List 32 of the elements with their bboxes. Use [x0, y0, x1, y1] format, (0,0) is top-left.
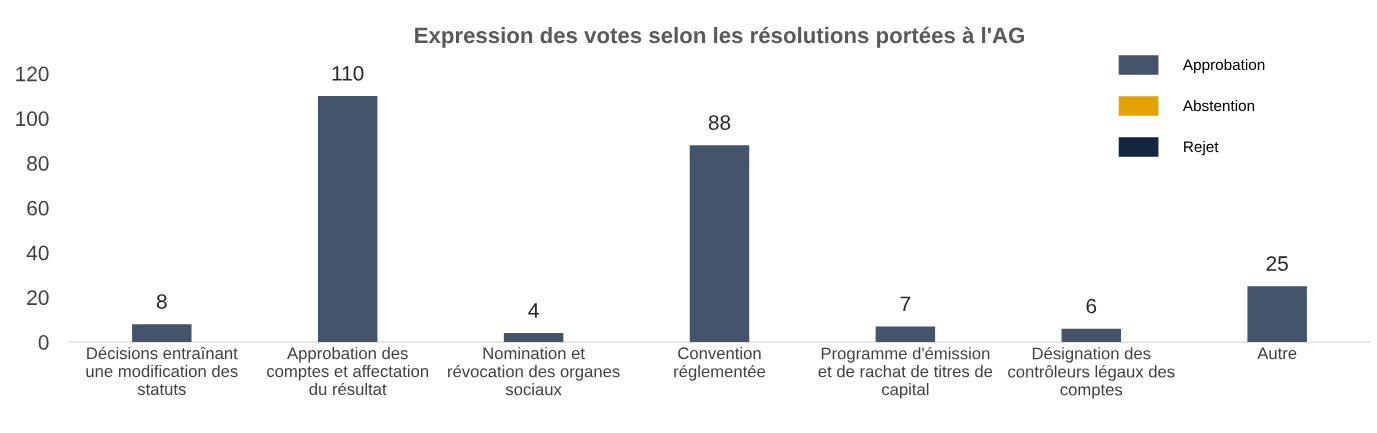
bar	[1247, 286, 1307, 343]
bar	[689, 145, 750, 343]
data-label: 88	[708, 115, 731, 130]
legend-label: Abstention	[1182, 99, 1255, 112]
bar	[875, 326, 936, 343]
chart-title: Expression des votes selon les résolutions portées à l'AG	[415, 26, 1024, 48]
x-tick-label: Programme d'émission et de rachat de titres de capital	[818, 346, 993, 399]
x-tick-label: Convention réglementée	[674, 346, 766, 381]
bar	[1061, 328, 1122, 343]
data-label: 6	[1086, 298, 1097, 314]
y-tick-label: 60	[27, 200, 49, 216]
y-tick-label: 20	[27, 290, 49, 306]
data-label: 8	[156, 294, 167, 309]
y-tick-label: 100	[16, 111, 49, 127]
data-label: 25	[1266, 256, 1288, 271]
bar	[317, 95, 378, 343]
data-label: 4	[528, 303, 539, 318]
data-label: 110	[332, 66, 364, 81]
y-tick-label: 120	[16, 66, 49, 82]
y-tick-label: 0	[38, 335, 49, 350]
x-tick-label: Désignation des contrôleurs légaux des comptes	[1008, 346, 1175, 399]
bar	[503, 333, 564, 343]
x-tick-label: Nomination et révocation des organes sociaux	[448, 346, 620, 396]
bar	[132, 324, 192, 343]
y-tick-label: 40	[26, 245, 49, 261]
y-tick-label: 80	[27, 156, 49, 171]
x-tick-label: Approbation des comptes et affectation du résultat	[267, 346, 428, 396]
legend-label: Rejet	[1184, 140, 1219, 156]
x-tick-label: Autre	[1257, 347, 1297, 360]
x-tick-label: Décisions entraînant une modification des statuts	[86, 346, 238, 396]
legend-label: Approbation	[1182, 58, 1265, 74]
data-label: 7	[900, 296, 911, 311]
